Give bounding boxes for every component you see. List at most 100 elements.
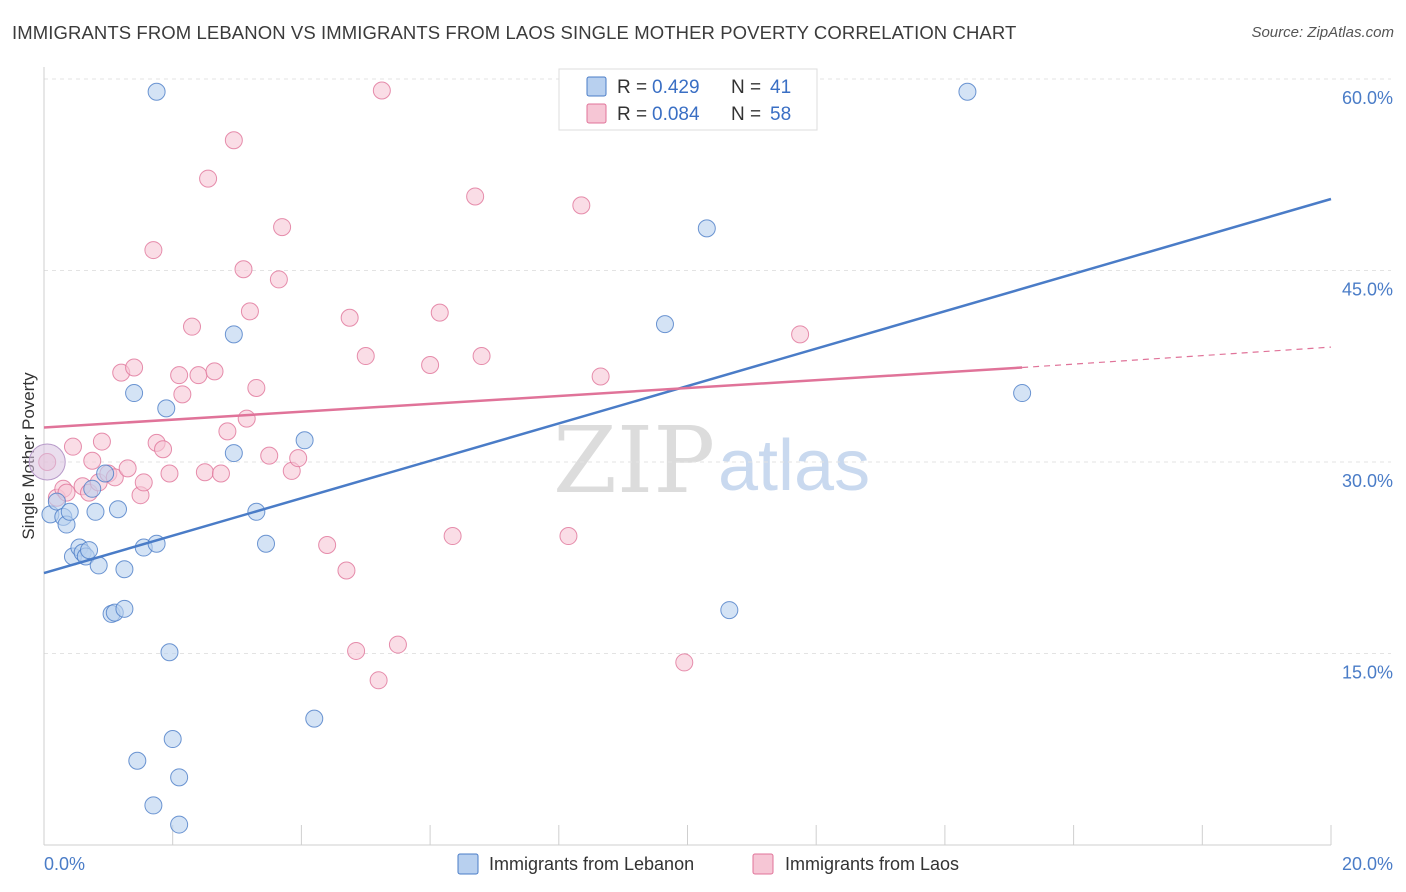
watermark-zip: ZIP (553, 407, 715, 514)
point-laos (199, 169, 218, 188)
watermark: ZIP atlas (553, 407, 870, 514)
point-laos (337, 561, 356, 580)
point-lebanon (160, 643, 179, 662)
point-lebanon (128, 751, 147, 770)
legend-swatch-lebanon (586, 76, 607, 97)
chart-source: Source: ZipAtlas.com (1251, 24, 1394, 41)
point-laos (369, 671, 388, 690)
point-lebanon (109, 500, 128, 519)
point-laos (160, 464, 179, 483)
point-laos (240, 302, 259, 321)
trendline-laos (43, 366, 1023, 429)
legend-r-label-laos: R = (617, 104, 647, 125)
point-laos (134, 473, 153, 492)
point-lebanon (47, 492, 66, 511)
point-lebanon (83, 479, 102, 498)
point-laos (170, 366, 189, 385)
point-laos (144, 241, 163, 260)
point-lebanon (60, 502, 79, 521)
point-lebanon (958, 82, 977, 101)
point-lebanon (115, 560, 134, 579)
series-legend-swatch-lebanon (457, 853, 479, 875)
point-laos (234, 260, 253, 279)
point-laos (791, 325, 810, 344)
trendlines (43, 197, 1332, 575)
point-laos (218, 422, 237, 441)
point-laos (356, 347, 375, 366)
point-laos (83, 451, 102, 470)
stats-legend: R = 0.429 N = 41 R = 0.084 N = 58 (558, 68, 818, 131)
point-laos (125, 358, 144, 377)
point-lebanon (224, 325, 243, 344)
x-tick-label-min: 0.0% (44, 854, 85, 874)
point-laos (173, 385, 192, 404)
trendline-lebanon (43, 197, 1332, 575)
point-laos (430, 303, 449, 322)
point-lebanon (305, 709, 324, 728)
point-laos (118, 459, 137, 478)
point-lebanon (157, 399, 176, 418)
x-tick-labels: 0.0% 20.0% (44, 854, 1393, 874)
point-laos (372, 81, 391, 100)
point-lebanon (96, 464, 115, 483)
series-legend-label-laos: Immigrants from Laos (785, 854, 959, 874)
point-laos (559, 527, 578, 546)
point-laos (269, 270, 288, 289)
point-laos (675, 653, 694, 672)
point-laos (211, 464, 230, 483)
point-laos (224, 131, 243, 150)
point-laos (318, 535, 337, 554)
point-lebanon (86, 502, 105, 521)
point-laos (466, 187, 485, 206)
point-laos (340, 308, 359, 327)
point-laos (247, 378, 266, 397)
point-laos (591, 367, 610, 386)
point-laos (472, 347, 491, 366)
point-laos (154, 440, 173, 459)
point-laos (388, 635, 407, 654)
point-lebanon (655, 315, 674, 334)
point-laos (189, 366, 208, 385)
legend-n-value-laos: 58 (770, 104, 791, 125)
point-lebanon (295, 431, 314, 450)
point-laos (572, 196, 591, 215)
point-lebanon (170, 815, 189, 834)
chart-title: IMMIGRANTS FROM LEBANON VS IMMIGRANTS FR… (12, 22, 1017, 43)
series-lebanon-points (41, 82, 1032, 834)
point-laos (92, 432, 111, 451)
x-tick-label-max: 20.0% (1342, 854, 1393, 874)
legend-r-label-lebanon: R = (617, 77, 647, 98)
series-legend: Immigrants from Lebanon Immigrants from … (457, 853, 959, 875)
y-tick-label: 60.0% (1342, 88, 1393, 108)
point-laos (443, 527, 462, 546)
y-tick-label: 45.0% (1342, 280, 1393, 300)
point-laos (195, 463, 214, 482)
point-lebanon (224, 444, 243, 463)
y-tick-labels: 15.0% 30.0% 45.0% 60.0% (1342, 88, 1393, 683)
legend-r-value-laos: 0.084 (652, 104, 700, 125)
point-lebanon (163, 730, 182, 749)
point-lebanon (147, 82, 166, 101)
point-lebanon (125, 384, 144, 403)
legend-r-value-lebanon: 0.429 (652, 77, 700, 98)
legend-n-label-lebanon: N = (731, 77, 761, 98)
point-laos (260, 446, 279, 465)
watermark-atlas: atlas (718, 426, 870, 506)
point-cluster (28, 443, 66, 481)
y-tick-label: 15.0% (1342, 663, 1393, 683)
point-laos (237, 409, 256, 428)
gridlines (44, 78, 1391, 654)
point-lebanon (697, 219, 716, 238)
point-lebanon (1013, 384, 1032, 403)
point-laos (63, 437, 82, 456)
legend-swatch-laos (586, 103, 607, 124)
point-laos (421, 355, 440, 374)
point-lebanon (80, 541, 99, 560)
point-laos (183, 317, 202, 336)
point-lebanon (720, 601, 739, 620)
point-laos (347, 641, 366, 660)
point-lebanon (257, 534, 276, 553)
legend-n-value-lebanon: 41 (770, 77, 791, 98)
trendline-laos-extension (1022, 346, 1332, 369)
